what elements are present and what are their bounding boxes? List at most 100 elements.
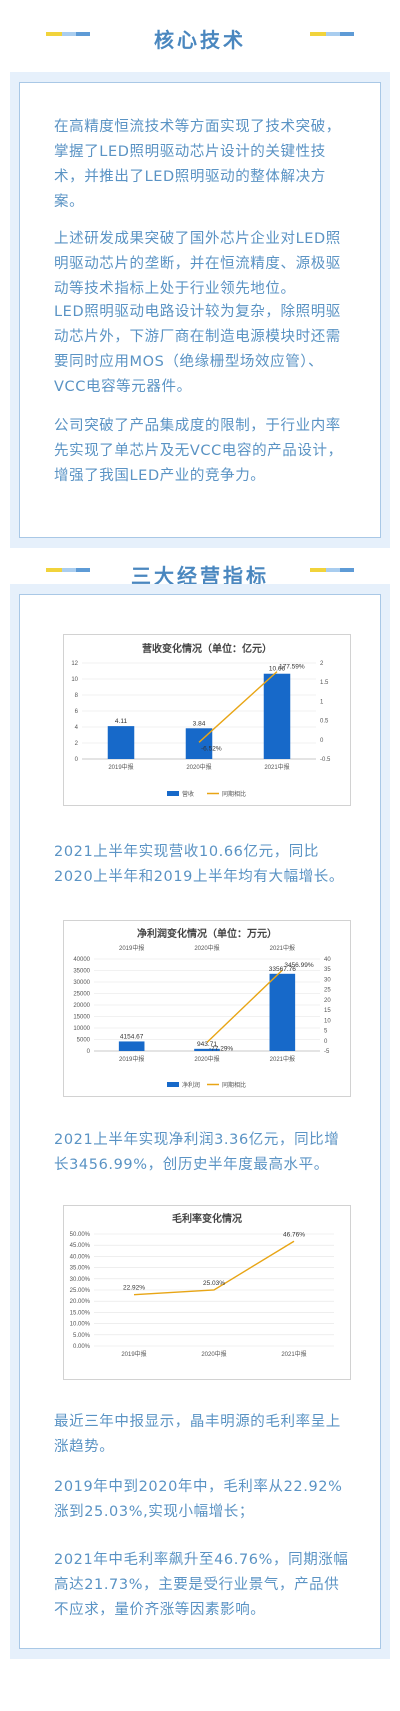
bar [185, 728, 213, 759]
core-tech-panel [10, 72, 390, 548]
line-data-label: 3456.99% [284, 962, 313, 969]
y-tick-label: 35000 [73, 969, 90, 975]
y-tick-label: 12 [71, 661, 78, 667]
header-decoration-left [46, 32, 90, 36]
line-data-label: -77.29% [209, 1045, 233, 1052]
line-data-label: 46.76% [283, 1231, 305, 1238]
paragraph: 2021年中毛利率飙升至46.76%，同期涨幅高达21.73%，主要是受行业景气… [54, 1552, 349, 1618]
paragraph: LED照明驱动电路设计较为复杂，除照明驱动芯片外，下游厂商在制造电源模块时还需要… [54, 304, 341, 395]
net-profit-chart-svg: 净利润变化情况（单位：万元） 0 5000 10000 15000 20000 25000 3… [73, 927, 331, 1089]
core-tech-panel-frame [19, 82, 381, 538]
y-tick-label: 40000 [73, 957, 90, 963]
y2-tick-label: 2 [320, 661, 324, 667]
y-tick-label: 15.00% [70, 1310, 91, 1316]
bar [269, 973, 296, 1051]
x-tick-label: 2020中报 [194, 1055, 219, 1063]
y-tick-label: 5000 [77, 1038, 91, 1044]
y2-tick-label: -5 [324, 1049, 330, 1055]
y-tick-label: 0 [75, 757, 79, 763]
bar-data-label: 3.84 [193, 720, 206, 727]
paragraph: 2021上半年实现净利润3.36亿元，同比增长3456.99%，创历史半年度最高… [54, 1132, 340, 1173]
top-category-label: 2020中报 [194, 944, 219, 952]
y-tick-label: 35.00% [70, 1266, 91, 1272]
x-tick-label: 2021中报 [264, 763, 289, 771]
chart-title: 营收变化情况（单位：亿元） [142, 642, 272, 655]
y2-tick-label: 15 [324, 1008, 331, 1014]
y-tick-label: 10 [71, 677, 78, 683]
x-tick-label: 2021中报 [270, 1055, 295, 1063]
y-tick-label: 20000 [73, 1003, 90, 1009]
x-tick-label: 2020中报 [186, 763, 211, 771]
top-category-label: 2021中报 [270, 944, 295, 952]
y2-tick-label: 0 [320, 738, 324, 744]
y2-tick-label: 10 [324, 1018, 331, 1024]
y-tick-label: 0 [87, 1049, 91, 1055]
y-tick-label: 15000 [73, 1015, 90, 1021]
series-line [206, 969, 283, 1043]
y2-tick-label: 30 [324, 977, 331, 983]
paragraph: 2019年中到2020年中，毛利率从22.92%涨到25.03%,实现小幅增长； [54, 1479, 343, 1520]
line-data-label: 25.03% [203, 1280, 225, 1287]
y-tick-label: 6 [75, 709, 79, 715]
bar-data-label: 10.66 [269, 666, 286, 673]
chart-title: 毛利率变化情况 [172, 1212, 242, 1225]
paragraph: 在高精度恒流技术等方面实现了技术突破，掌握了LED照明驱动芯片设计的关键性技术，… [54, 119, 341, 210]
x-tick-label: 2019中报 [108, 763, 133, 771]
y2-tick-label: 5 [324, 1029, 328, 1035]
y2-tick-label: 1.5 [320, 680, 329, 686]
y2-tick-label: 25 [324, 988, 331, 994]
y2-tick-label: 1 [320, 699, 324, 705]
bar-data-label: 4154.67 [120, 1033, 144, 1040]
gross-margin-chart: 毛利率变化情况 0.00% 5.00% 10.00% 15.00% 20.00% 25.00… [63, 1205, 351, 1380]
y2-tick-label: 0 [324, 1039, 328, 1045]
y2-tick-label: 0.5 [320, 719, 329, 725]
line-data-label: 177.59% [279, 664, 305, 671]
top-category-label: 2019中报 [119, 944, 144, 952]
legend-label: 同期相比 [222, 790, 246, 798]
y2-tick-label: 35 [324, 967, 331, 973]
header-decoration-right [310, 32, 354, 36]
y-tick-label: 25.00% [70, 1288, 91, 1294]
y2-tick-label: -0.5 [320, 757, 331, 763]
y-tick-label: 25000 [73, 992, 90, 998]
bar [194, 1048, 220, 1051]
legend-label: 净利润 [182, 1081, 200, 1089]
y-tick-label: 30.00% [70, 1277, 91, 1283]
y-tick-label: 50.00% [70, 1232, 91, 1238]
bar [263, 673, 291, 759]
bar-data-label: 943.71 [197, 1041, 217, 1048]
y-tick-label: 5.00% [73, 1333, 91, 1339]
paragraph: 公司突破了产品集成度的限制，于行业内率先实现了单芯片及无VCC电容的产品设计，增… [54, 418, 343, 484]
legend-swatch-bar [167, 791, 179, 796]
line-data-label: -6.52% [201, 745, 222, 752]
y-tick-label: 10.00% [70, 1322, 91, 1328]
y-tick-label: 10000 [73, 1026, 90, 1032]
series-line [133, 1240, 295, 1296]
chart-title: 净利润变化情况（单位：万元） [137, 927, 277, 940]
legend-label: 同期相比 [222, 1081, 246, 1089]
y-tick-label: 20.00% [70, 1299, 91, 1305]
bar [118, 1041, 145, 1051]
bar-data-label: 4.11 [115, 718, 128, 725]
revenue-chart-svg: 营收变化情况（单位：亿元） 0 2 4 6 8 10 12 -0.5 0 0.5 1 1.5 2 2019中… [71, 642, 331, 798]
paragraph: 上述研发成果突破了国外芯片企业对LED照明驱动芯片的垄断，并在恒流精度、源极驱动… [54, 231, 341, 297]
section-header-core-tech: 核心技术 [0, 18, 400, 58]
y2-tick-label: 20 [324, 998, 331, 1004]
paragraph: 2021上半年实现营收10.66亿元，同比2020上半年和2019上半年均有大幅… [54, 844, 345, 885]
revenue-chart: 营收变化情况（单位：亿元） 0 2 4 6 8 10 12 -0.5 0 0.5 1 1.5 2 2019中… [63, 634, 351, 806]
y-tick-label: 30000 [73, 980, 90, 986]
y-tick-label: 4 [75, 725, 79, 731]
y-tick-label: 8 [75, 693, 79, 699]
series-line [198, 671, 278, 743]
x-tick-label: 2019中报 [119, 1055, 144, 1063]
bar-data-label: 33567.76 [269, 966, 296, 973]
paragraph: 最近三年中报显示，晶丰明源的毛利率呈上涨趋势。 [54, 1414, 341, 1455]
y2-tick-label: 40 [324, 957, 331, 963]
section-title: 核心技术 [154, 28, 246, 52]
header-decoration-right [310, 568, 354, 572]
y-tick-label: 40.00% [70, 1254, 91, 1260]
y-tick-label: 0.00% [73, 1344, 91, 1350]
x-tick-label: 2021中报 [281, 1350, 306, 1358]
bar [107, 726, 135, 759]
gross-margin-chart-svg: 毛利率变化情况 0.00% 5.00% 10.00% 15.00% 20.00% 25.00… [70, 1212, 334, 1358]
